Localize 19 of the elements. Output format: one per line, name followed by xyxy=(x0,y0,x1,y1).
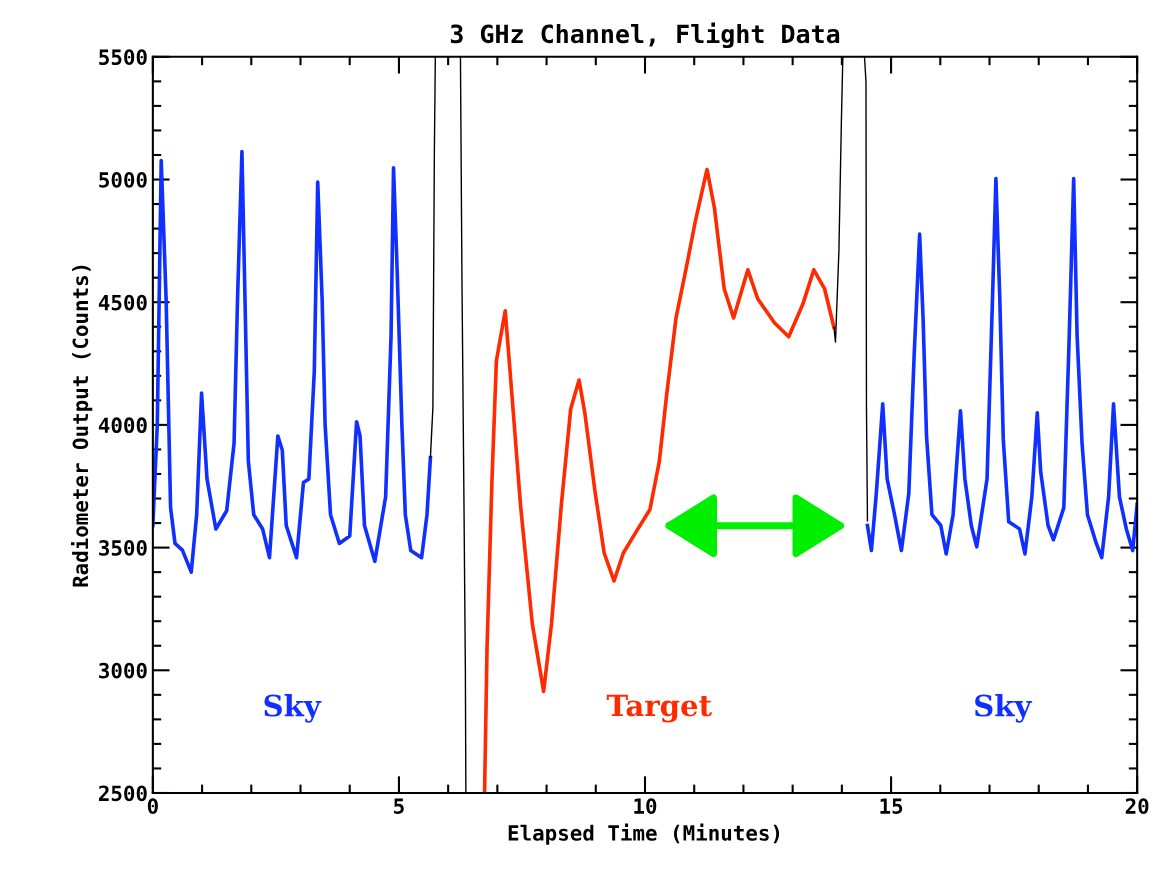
y-axis-title: Radiometer Output (Counts) xyxy=(71,265,93,587)
text: Sky xyxy=(264,694,322,723)
x-tick-label: 10 xyxy=(634,798,657,814)
x-tick-label: 20 xyxy=(1125,798,1149,814)
y-tick-label: 4000 xyxy=(98,417,147,434)
x-tick-label: 5 xyxy=(394,798,404,814)
y-tick-label: 2500 xyxy=(98,785,147,802)
x-axis-title: Elapsed Time (Minutes) xyxy=(508,823,780,845)
y-tick-label: 5500 xyxy=(99,49,147,66)
text: Sky xyxy=(975,694,1033,723)
line-series xyxy=(482,167,836,793)
x-tick-label: 0 xyxy=(147,798,158,814)
chart-title: 3 GHz Channel, Flight Data xyxy=(450,22,840,49)
x-tick-label: 15 xyxy=(880,798,903,814)
y-tick-label: 3500 xyxy=(99,540,147,556)
text: Target xyxy=(606,694,712,723)
y-tick-label: 4500 xyxy=(98,294,147,311)
y-tick-label: 3000 xyxy=(99,662,147,679)
y-tick-label: 5000 xyxy=(99,171,147,188)
